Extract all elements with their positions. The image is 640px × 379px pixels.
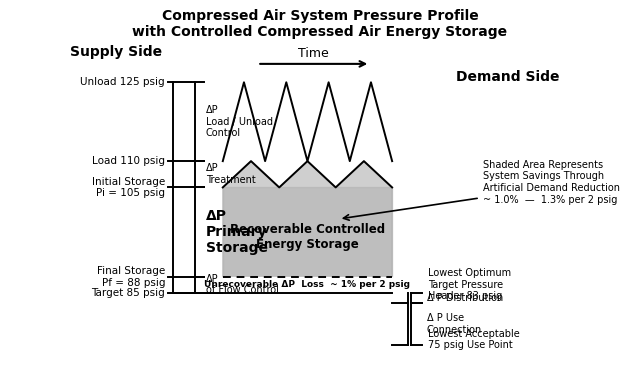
- Text: Lowest Acceptable
75 psig Use Point: Lowest Acceptable 75 psig Use Point: [428, 329, 520, 351]
- Text: with Controlled Compressed Air Energy Storage: with Controlled Compressed Air Energy St…: [132, 25, 508, 39]
- Text: ΔP
Load / Unload
Control: ΔP Load / Unload Control: [206, 105, 273, 138]
- Text: Δ P Distribution: Δ P Distribution: [427, 293, 503, 303]
- Text: ΔP
of Flow Control: ΔP of Flow Control: [206, 274, 279, 296]
- Polygon shape: [223, 277, 392, 293]
- Text: Unload 125 psig: Unload 125 psig: [81, 77, 165, 87]
- Polygon shape: [223, 161, 392, 277]
- Text: Δ P Use
Connection: Δ P Use Connection: [427, 313, 482, 335]
- Text: Unrecoverable ΔP  Loss  ~ 1% per 2 psig: Unrecoverable ΔP Loss ~ 1% per 2 psig: [204, 280, 410, 289]
- Text: ΔP
Primary
Storage: ΔP Primary Storage: [206, 209, 268, 255]
- Text: Target 85 psig: Target 85 psig: [92, 288, 165, 298]
- Text: Lowest Optimum
Target Pressure
Header 83 psig: Lowest Optimum Target Pressure Header 83…: [428, 268, 511, 301]
- Polygon shape: [223, 82, 392, 188]
- Text: ΔP
Treatment: ΔP Treatment: [206, 163, 255, 185]
- Polygon shape: [223, 188, 392, 277]
- Text: Initial Storage
Pi = 105 psig: Initial Storage Pi = 105 psig: [92, 177, 165, 198]
- Text: Shaded Area Represents
System Savings Through
Artificial Demand Reduction
~ 1.0%: Shaded Area Represents System Savings Th…: [483, 160, 620, 205]
- Text: Load 110 psig: Load 110 psig: [92, 156, 165, 166]
- Text: Recoverable Controlled
Energy Storage: Recoverable Controlled Energy Storage: [230, 223, 385, 251]
- Text: Demand Side: Demand Side: [456, 70, 560, 84]
- Text: Supply Side: Supply Side: [70, 45, 162, 59]
- Text: Time: Time: [298, 47, 329, 60]
- Text: Final Storage
Pf = 88 psig: Final Storage Pf = 88 psig: [97, 266, 165, 288]
- Text: Compressed Air System Pressure Profile: Compressed Air System Pressure Profile: [162, 9, 478, 23]
